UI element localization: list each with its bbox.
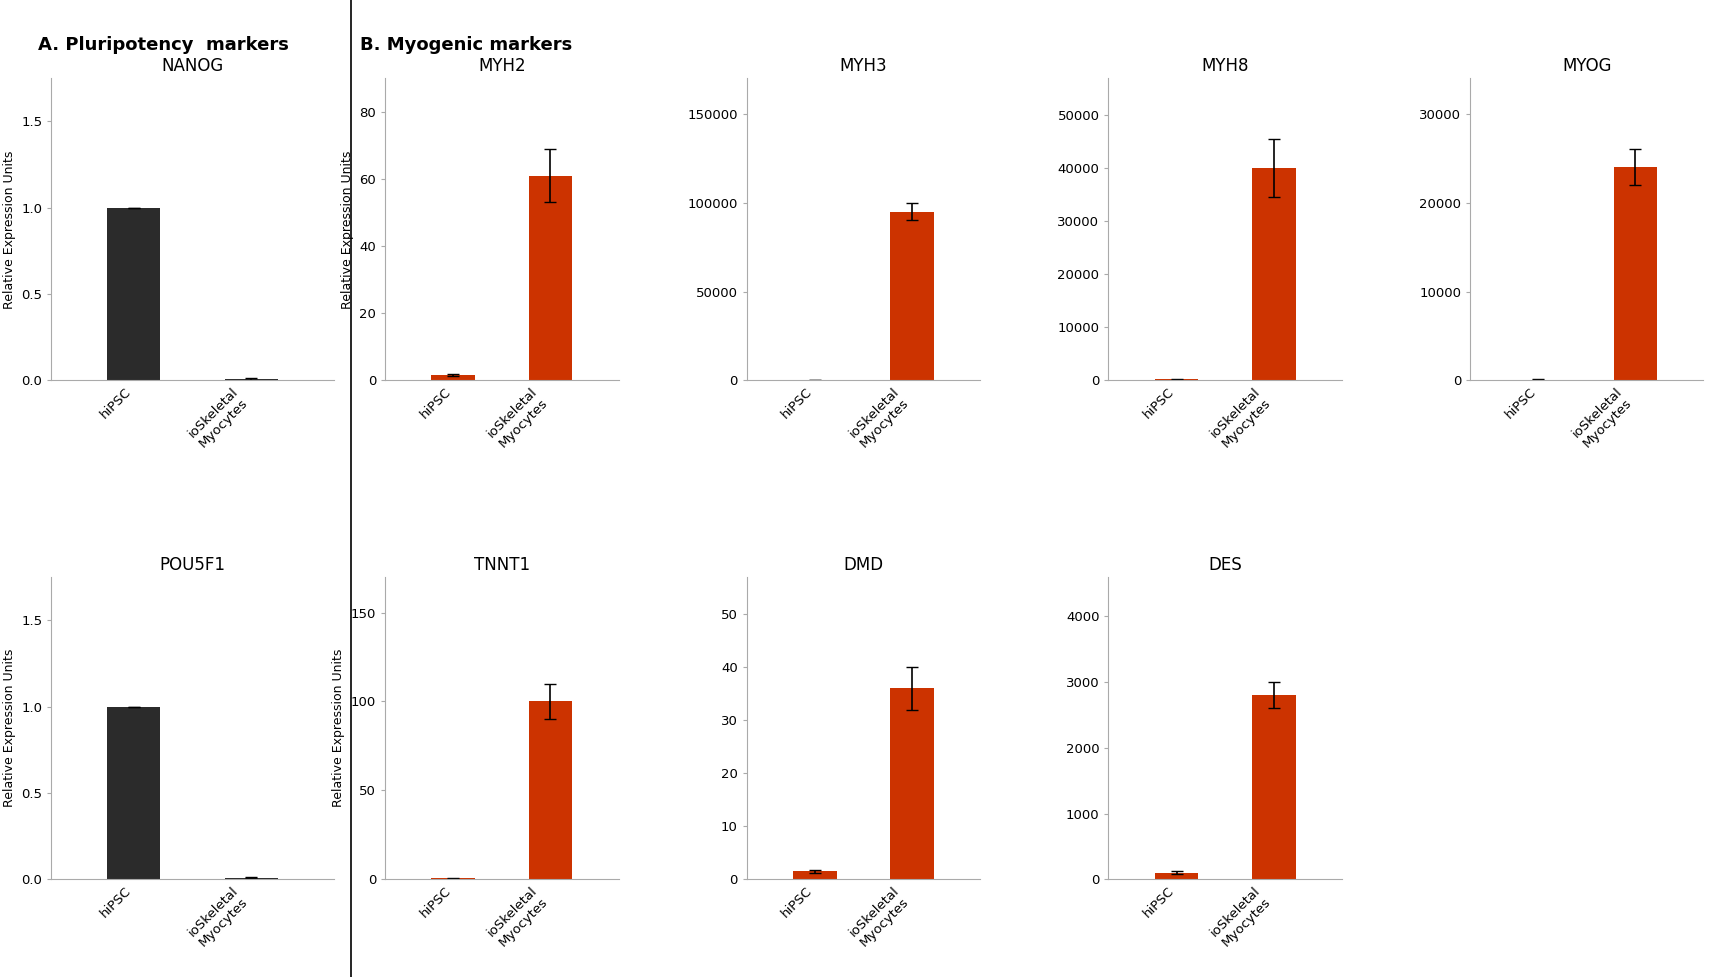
Bar — [529, 176, 572, 380]
Title: TNNT1: TNNT1 — [474, 556, 531, 574]
Bar — [1613, 167, 1657, 380]
Y-axis label: Relative Expression Units: Relative Expression Units — [332, 649, 346, 807]
Bar — [431, 375, 476, 380]
Title: POU5F1: POU5F1 — [159, 556, 226, 574]
Bar — [1251, 696, 1296, 879]
Bar — [1251, 168, 1296, 380]
Bar — [890, 212, 935, 380]
Bar — [793, 871, 837, 879]
Title: NANOG: NANOG — [161, 58, 224, 75]
Bar — [224, 379, 277, 380]
Title: MYH2: MYH2 — [478, 58, 526, 75]
Bar — [108, 208, 161, 380]
Text: B. Myogenic markers: B. Myogenic markers — [360, 36, 572, 54]
Text: A. Pluripotency  markers: A. Pluripotency markers — [38, 36, 289, 54]
Title: DMD: DMD — [844, 556, 883, 574]
Bar — [1154, 379, 1198, 380]
Bar — [529, 701, 572, 879]
Bar — [224, 877, 277, 879]
Y-axis label: Relative Expression Units: Relative Expression Units — [3, 150, 15, 309]
Bar — [890, 689, 935, 879]
Title: DES: DES — [1209, 556, 1241, 574]
Title: MYOG: MYOG — [1561, 58, 1611, 75]
Bar — [108, 706, 161, 879]
Bar — [1154, 872, 1198, 879]
Title: MYH3: MYH3 — [839, 58, 887, 75]
Y-axis label: Relative Expression Units: Relative Expression Units — [3, 649, 15, 807]
Y-axis label: Relative Expression Units: Relative Expression Units — [341, 150, 354, 309]
Title: MYH8: MYH8 — [1202, 58, 1248, 75]
